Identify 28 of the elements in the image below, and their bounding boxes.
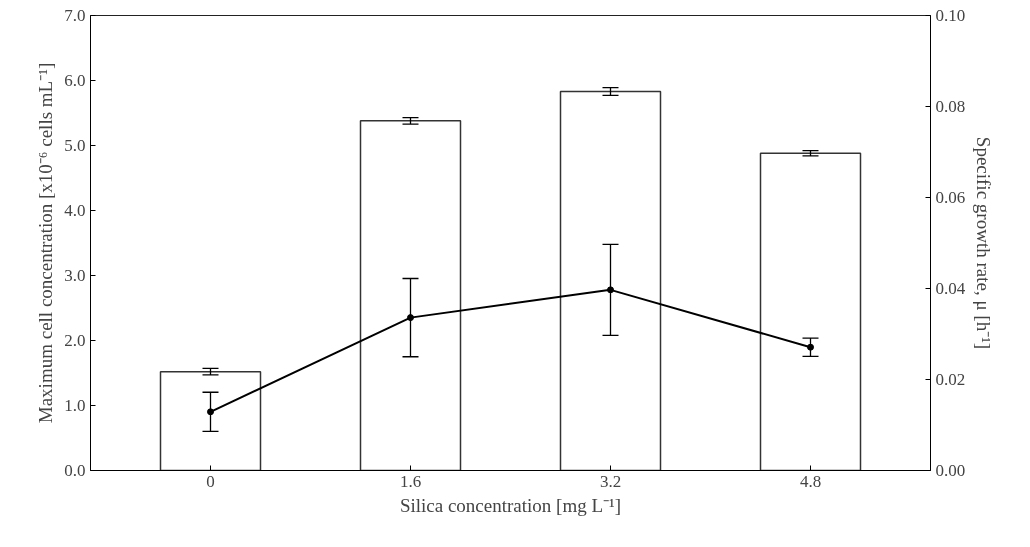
y2-tick-label: 0.04 (935, 279, 966, 298)
point (207, 408, 214, 416)
y-axis-title: Maximum cell concentration [x10⁻⁶ cells mL⁻¹] (35, 62, 57, 424)
bar (759, 152, 862, 471)
y-tick-label: 0.0 (64, 461, 86, 480)
bar (159, 370, 262, 471)
bar (359, 120, 462, 471)
y-tick-label: 7.0 (64, 6, 86, 25)
y-tick-label: 1.0 (64, 396, 86, 415)
point (407, 314, 414, 322)
x-tick-label: 3.2 (599, 471, 622, 491)
x-tick-label: 0 (206, 471, 215, 491)
y2-tick-label: 0.08 (935, 97, 966, 116)
point (807, 343, 814, 351)
y-tick-label: 2.0 (64, 331, 86, 350)
y-tick-label: 5.0 (64, 136, 86, 155)
x-tick-label: 1.6 (399, 471, 422, 491)
y2-tick-label: 0.10 (935, 6, 966, 25)
bar (559, 90, 662, 471)
y2-tick-label: 0.00 (935, 461, 966, 480)
y2-axis-title: Specific growth rate, μ [h⁻¹] (973, 136, 995, 350)
y-tick-label: 6.0 (64, 71, 86, 90)
x-tick-label: 4.8 (799, 471, 822, 491)
y-tick-label: 4.0 (64, 201, 86, 220)
y-tick-label: 3.0 (64, 266, 86, 285)
y2-tick-label: 0.02 (935, 370, 966, 389)
x-axis-title: Silica concentration [mg L⁻¹] (399, 494, 622, 516)
y2-tick-label: 0.06 (935, 188, 966, 207)
